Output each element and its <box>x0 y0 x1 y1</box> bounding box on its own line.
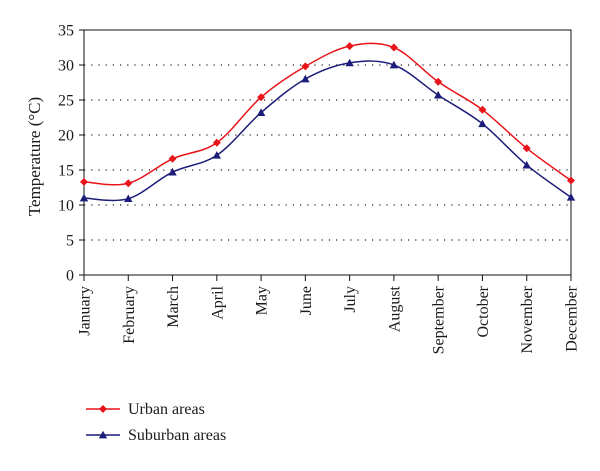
y-tick-label: 30 <box>58 58 74 75</box>
data-point-urban <box>567 176 575 185</box>
axes <box>79 29 572 281</box>
data-point-urban <box>168 154 177 163</box>
data-point-urban <box>301 62 310 71</box>
data-point-suburban <box>433 90 443 99</box>
legend-marker-suburban <box>98 430 108 439</box>
series-line-urban <box>83 42 572 186</box>
x-tick-label: June <box>298 286 315 315</box>
y-tick-label: 25 <box>58 93 74 110</box>
x-tick-label: November <box>519 285 536 353</box>
x-tick-label: August <box>386 285 403 332</box>
data-point-urban <box>389 43 398 52</box>
data-point-suburban <box>478 119 487 128</box>
plot-frame <box>83 29 572 276</box>
x-tick-label: March <box>165 286 182 328</box>
data-point-urban <box>212 138 221 147</box>
data-point-urban <box>522 144 531 153</box>
y-tick-label: 10 <box>58 198 74 215</box>
data-point-suburban <box>168 167 177 176</box>
series-line-suburban <box>83 60 572 202</box>
data-point-suburban <box>566 193 576 201</box>
data-point-suburban <box>124 194 133 203</box>
data-point-urban <box>478 105 487 114</box>
x-tick-label: February <box>121 286 138 344</box>
y-tick-label: 20 <box>58 128 74 145</box>
legend-label-suburban: Suburban areas <box>128 427 226 444</box>
gridlines <box>84 64 571 241</box>
data-point-suburban <box>212 151 222 159</box>
x-tick-label: December <box>564 285 581 351</box>
data-point-urban <box>257 93 266 102</box>
data-point-urban <box>124 179 133 188</box>
data-point-suburban <box>256 108 266 116</box>
x-tick-label: October <box>475 285 492 337</box>
tick-labels: 0 5 10 15 20 25 30 35 January February March April M… <box>25 23 581 355</box>
data-point-suburban <box>389 60 399 69</box>
series-lines <box>79 42 576 203</box>
data-point-suburban <box>301 74 310 83</box>
data-point-suburban <box>522 160 531 169</box>
x-tick-label: July <box>342 286 359 313</box>
x-tick-label: September <box>431 285 448 354</box>
x-tick-label: May <box>254 286 271 315</box>
legend-marker-urban <box>99 405 107 413</box>
legend-label-urban: Urban areas <box>128 401 205 418</box>
data-point-suburban <box>79 193 89 202</box>
y-tick-label: 15 <box>58 163 74 180</box>
data-point-suburban <box>345 58 354 67</box>
data-point-urban <box>345 42 354 51</box>
legend: Urban areas Suburban areas <box>86 401 226 444</box>
x-tick-label: April <box>209 285 226 319</box>
y-tick-label: 35 <box>58 23 74 40</box>
x-tick-label: January <box>77 286 94 336</box>
y-axis-title: Temperature (°C) <box>25 97 44 216</box>
y-tick-label: 5 <box>66 233 74 250</box>
data-point-urban <box>434 77 443 86</box>
data-point-urban <box>80 177 88 186</box>
y-tick-label: 0 <box>66 268 74 285</box>
